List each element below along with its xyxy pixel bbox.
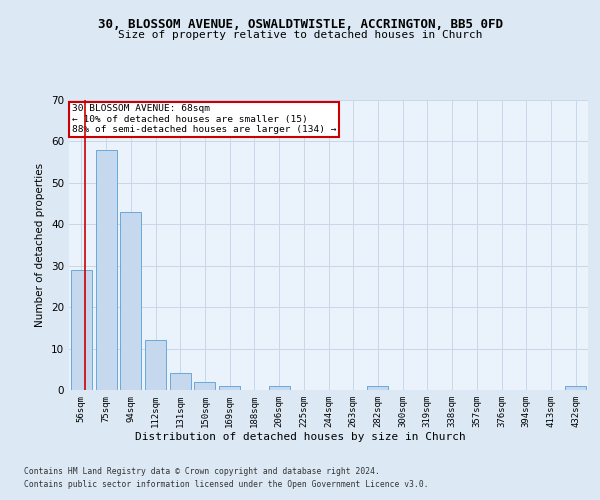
Bar	[95, 150, 116, 390]
Bar	[194, 382, 215, 390]
Bar	[565, 386, 586, 390]
Text: Contains HM Land Registry data © Crown copyright and database right 2024.: Contains HM Land Registry data © Crown c…	[24, 468, 380, 476]
Bar	[71, 270, 92, 390]
Text: Size of property relative to detached houses in Church: Size of property relative to detached ho…	[118, 30, 482, 40]
Bar	[367, 386, 388, 390]
Bar	[269, 386, 290, 390]
Bar	[219, 386, 240, 390]
Text: Distribution of detached houses by size in Church: Distribution of detached houses by size …	[134, 432, 466, 442]
Bar	[120, 212, 141, 390]
Bar	[170, 374, 191, 390]
Text: 30, BLOSSOM AVENUE, OSWALDTWISTLE, ACCRINGTON, BB5 0FD: 30, BLOSSOM AVENUE, OSWALDTWISTLE, ACCRI…	[97, 18, 503, 30]
Bar	[145, 340, 166, 390]
Text: 30 BLOSSOM AVENUE: 68sqm
← 10% of detached houses are smaller (15)
88% of semi-d: 30 BLOSSOM AVENUE: 68sqm ← 10% of detach…	[71, 104, 336, 134]
Text: Contains public sector information licensed under the Open Government Licence v3: Contains public sector information licen…	[24, 480, 428, 489]
Y-axis label: Number of detached properties: Number of detached properties	[35, 163, 46, 327]
